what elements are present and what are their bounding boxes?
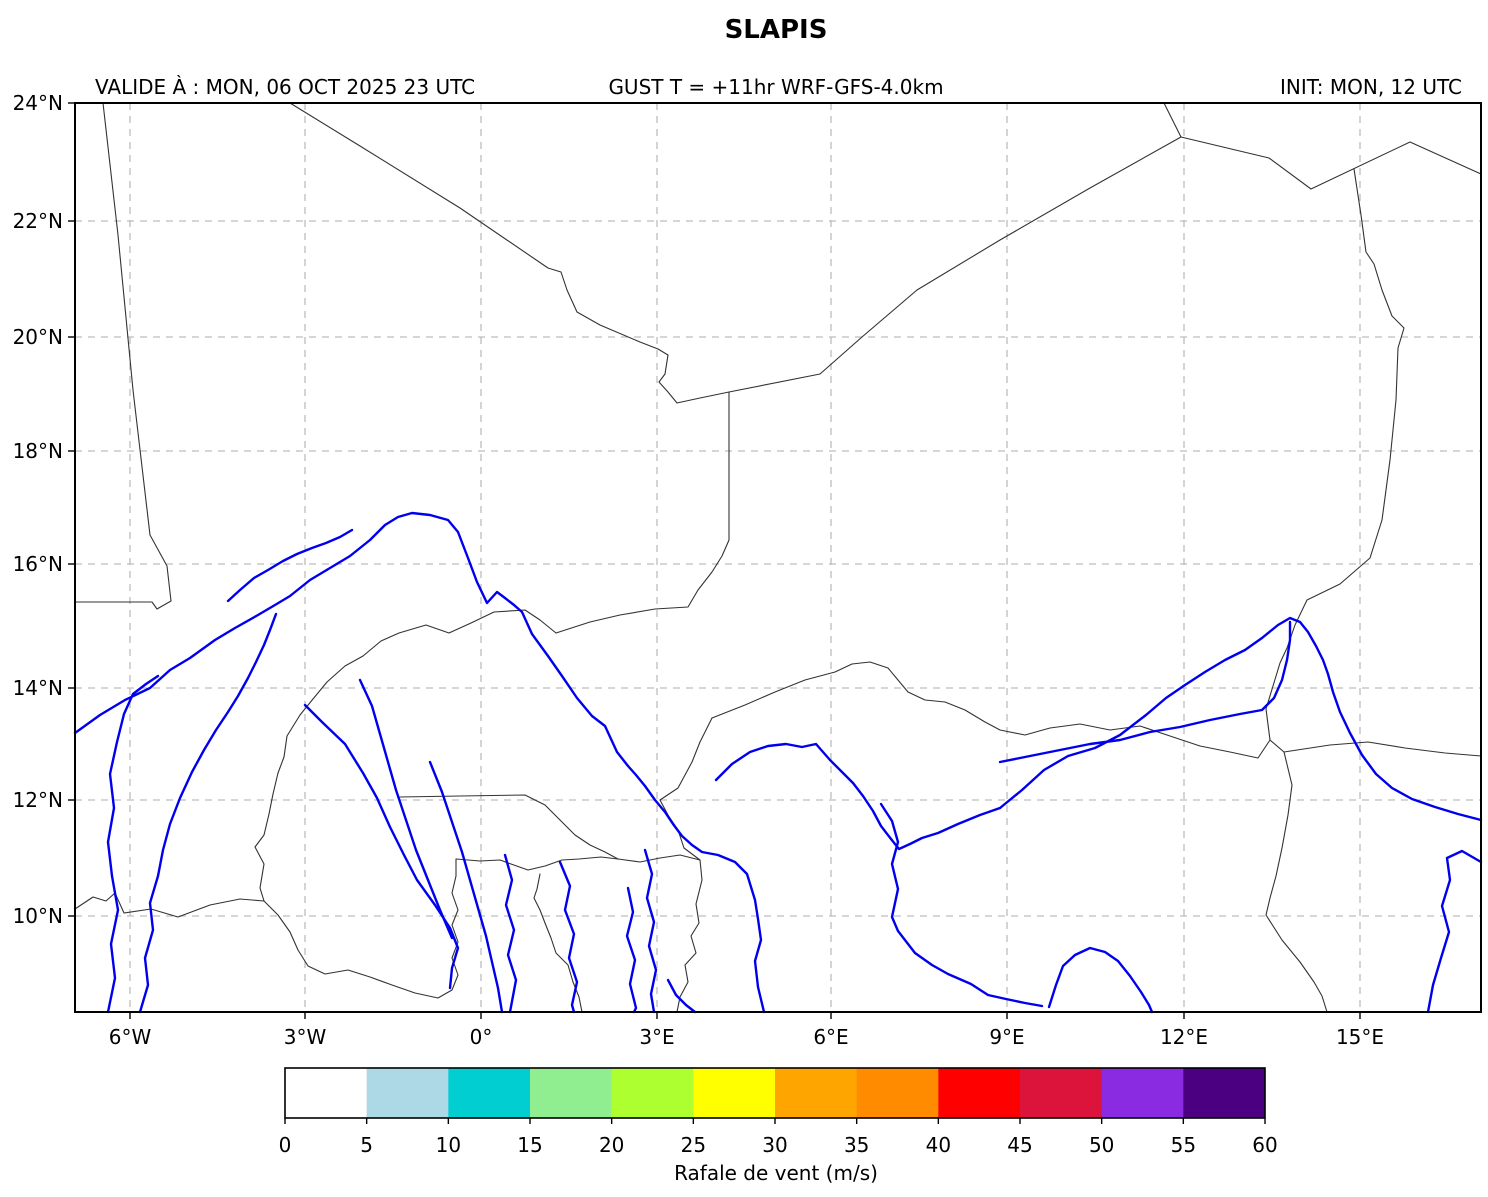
river-mekrou	[643, 848, 658, 1014]
border-libya-niger	[1180, 136, 1482, 190]
colorbar-tick-label: 35	[844, 1133, 869, 1157]
colorbar-segment	[775, 1068, 858, 1118]
river-bani	[138, 612, 278, 1014]
border-niger-nigeria	[711, 661, 1271, 759]
colorbar-segment	[448, 1068, 531, 1118]
model-run-label: GUST T = +11hr WRF-GFS-4.0km	[608, 75, 943, 99]
y-tick-label: 24°N	[13, 91, 63, 115]
colorbar-segment	[611, 1068, 694, 1118]
colorbar-tick-label: 60	[1252, 1133, 1277, 1157]
colorbar-tick-label: 45	[1007, 1133, 1032, 1157]
river-oti	[558, 860, 579, 1014]
colorbar-tick-label: 0	[279, 1133, 292, 1157]
page-title: SLAPIS	[725, 15, 828, 45]
colorbar-label: Rafale de vent (m/s)	[674, 1161, 878, 1185]
border-ghana-togo-benin-north	[455, 854, 701, 871]
latlon-grid-layer	[75, 102, 1481, 1012]
colorbar-segment	[693, 1068, 776, 1118]
colorbar: 0 5 10 15 20 25 30 35 40 45 50 55 60	[279, 1067, 1278, 1157]
river-komadougou-yobe	[998, 616, 1483, 822]
colorbar-segment	[1101, 1068, 1184, 1118]
x-tick-label: 6°W	[109, 1025, 152, 1049]
river-baoule	[106, 674, 160, 1014]
init-time-label: INIT: MON, 12 UTC	[1280, 75, 1462, 99]
y-tick-label: 16°N	[13, 552, 63, 576]
y-tick-label: 14°N	[13, 676, 63, 700]
colorbar-segment	[366, 1068, 449, 1118]
y-tick-label: 20°N	[13, 325, 63, 349]
border-nigeria-cameroon	[1265, 751, 1328, 1013]
border-niger-chad	[1265, 168, 1405, 753]
x-tick-label: 15°E	[1336, 1025, 1384, 1049]
border-burkina-mali-north	[254, 609, 557, 902]
colorbar-tick-label: 20	[599, 1133, 624, 1157]
y-tick-label: 10°N	[13, 904, 63, 928]
river-mouhoun-diagonal	[303, 703, 460, 990]
rivers-layer	[73, 511, 1483, 1014]
y-axis-ticks: 24°N 22°N 20°N 18°N 16°N 14°N 12°N 10°N	[13, 91, 75, 928]
x-tick-label: 9°E	[989, 1025, 1024, 1049]
border-burkina-cote-divoire-ghana	[263, 858, 459, 999]
river-mouhoun-upper	[358, 678, 454, 940]
colorbar-segment	[938, 1068, 1021, 1118]
river-white-volta	[503, 853, 518, 1014]
river-niger-inner-delta-branch	[226, 528, 354, 603]
valid-time-label: VALIDE À : MON, 06 OCT 2025 23 UTC	[95, 75, 475, 99]
river-nakambe	[428, 760, 504, 1014]
border-algeria-mali	[289, 102, 730, 404]
y-tick-label: 18°N	[13, 439, 63, 463]
x-tick-label: 6°E	[813, 1025, 848, 1049]
river-okpara-short	[666, 978, 697, 1014]
river-hadejia	[998, 620, 1292, 764]
river-gongola	[1047, 946, 1154, 1014]
map-frame	[74, 102, 1482, 1013]
colorbar-tick-label: 10	[436, 1133, 461, 1157]
y-tick-label: 12°N	[13, 788, 63, 812]
colorbar-tick-label: 5	[360, 1133, 373, 1157]
river-pendjari	[625, 886, 638, 1014]
x-tick-label: 12°E	[1160, 1025, 1208, 1049]
border-chad-east	[1283, 741, 1482, 757]
border-mauritania-mali-diagonal	[102, 102, 172, 602]
x-tick-label: 0°	[470, 1025, 493, 1049]
country-borders-layer	[74, 102, 1482, 1013]
border-burkina-togo-diagonal	[399, 794, 619, 860]
x-tick-label: 3°W	[284, 1025, 327, 1049]
border-algeria-libya-spur	[1163, 102, 1182, 138]
colorbar-segment	[530, 1068, 613, 1118]
colorbar-segment	[856, 1068, 939, 1118]
x-tick-label: 3°E	[639, 1025, 674, 1049]
river-kaduna	[879, 802, 1044, 1008]
x-axis-ticks: 6°W 3°W 0° 3°E 6°E 9°E 12°E 15°E	[109, 1012, 1384, 1049]
colorbar-tick-label: 15	[517, 1133, 542, 1157]
border-benin-nigeria	[659, 717, 713, 1013]
river-niger-main	[73, 511, 766, 1014]
colorbar-segment	[1020, 1068, 1103, 1118]
river-chari	[1426, 849, 1483, 1014]
border-algeria-niger	[728, 136, 1182, 393]
y-tick-label: 22°N	[13, 209, 63, 233]
border-mali-niger-east	[555, 391, 730, 634]
colorbar-tick-label: 30	[762, 1133, 787, 1157]
colorbar-tick-label: 55	[1171, 1133, 1196, 1157]
colorbar-tick-label: 50	[1089, 1133, 1114, 1157]
border-mali-cote-divoire	[74, 892, 265, 918]
colorbar-segment	[1183, 1068, 1266, 1118]
river-sokoto	[714, 742, 1002, 851]
border-mauritania-mali-west	[74, 600, 172, 610]
colorbar-tick-label: 40	[926, 1133, 951, 1157]
colorbar-segment	[285, 1068, 368, 1118]
colorbar-tick-label: 25	[681, 1133, 706, 1157]
